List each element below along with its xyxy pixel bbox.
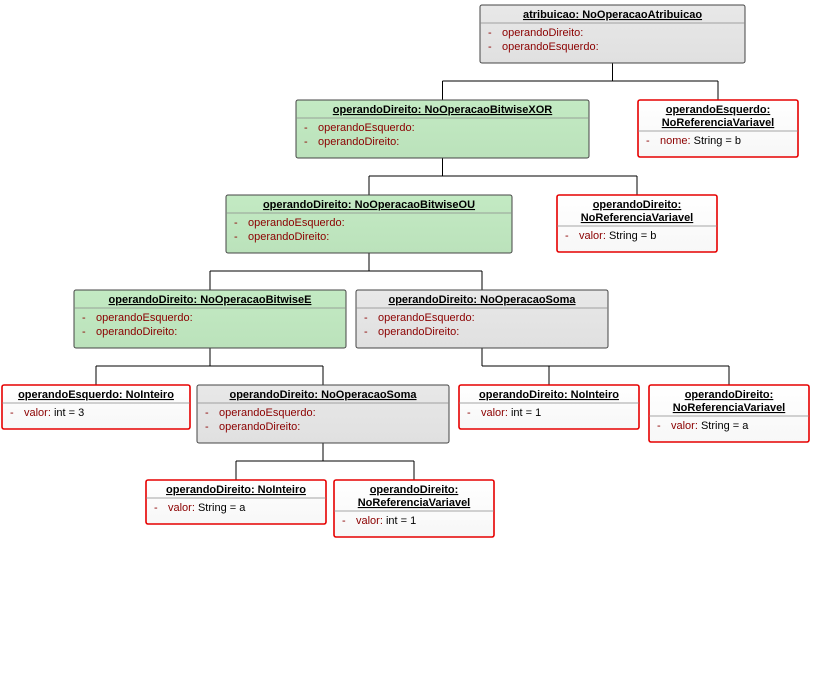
node-n11: operandoDireito:NoReferenciaVariavel-val… [649, 385, 809, 442]
node-n9: operandoDireito: NoOperacaoSoma -operando… [197, 385, 449, 443]
node-n3: operandoEsquerdo:NoReferenciaVariavel-no… [638, 100, 798, 157]
svg-text:operandoDireito: NoOperacaoBit: operandoDireito: NoOperacaoBitwiseE [109, 294, 312, 306]
svg-text:operandoDireito:: operandoDireito: [593, 199, 682, 211]
svg-text:operandoDireito:: operandoDireito: [685, 389, 774, 401]
svg-text:operandoDireito:: operandoDireito: [96, 326, 177, 338]
node-n8: operandoEsquerdo: NoInteiro-valor: int =… [2, 385, 190, 429]
node-n2: operandoDireito: NoOperacaoBitwiseXOR -op… [296, 100, 589, 158]
svg-text:-: - [154, 502, 158, 514]
svg-text:-: - [342, 515, 346, 527]
svg-text:-: - [234, 217, 238, 229]
svg-text:valor: String = a: valor: String = a [168, 502, 246, 514]
svg-text:valor: int = 1: valor: int = 1 [356, 515, 416, 527]
svg-text:operandoDireito: NoInteiro: operandoDireito: NoInteiro [479, 389, 619, 401]
svg-text:operandoDireito: NoOperacaoBit: operandoDireito: NoOperacaoBitwiseXOR [333, 104, 552, 116]
node-n13: operandoDireito:NoReferenciaVariavel-val… [334, 480, 494, 537]
svg-text:-: - [565, 230, 569, 242]
svg-text:operandoDireito:: operandoDireito: [219, 421, 300, 433]
svg-text:NoReferenciaVariavel: NoReferenciaVariavel [358, 497, 471, 509]
svg-text:operandoDireito:: operandoDireito: [378, 326, 459, 338]
svg-text:-: - [488, 27, 492, 39]
svg-text:-: - [10, 407, 14, 419]
svg-text:-: - [205, 421, 209, 433]
svg-text:operandoDireito:: operandoDireito: [248, 231, 329, 243]
node-n4: operandoDireito: NoOperacaoBitwiseOU -ope… [226, 195, 512, 253]
svg-text:operandoEsquerdo:: operandoEsquerdo: [96, 312, 193, 324]
svg-text:valor: int = 1: valor: int = 1 [481, 407, 541, 419]
svg-text:operandoDireito: NoOperacaoSom: operandoDireito: NoOperacaoSoma [388, 294, 576, 306]
svg-text:operandoEsquerdo:: operandoEsquerdo: [219, 407, 316, 419]
svg-text:operandoDireito: NoOperacaoSom: operandoDireito: NoOperacaoSoma [229, 389, 417, 401]
svg-text:operandoEsquerdo:: operandoEsquerdo: [248, 217, 345, 229]
svg-text:operandoEsquerdo:: operandoEsquerdo: [666, 104, 771, 116]
svg-text:atribuicao: NoOperacaoAtribuic: atribuicao: NoOperacaoAtribuicao [523, 9, 702, 21]
svg-text:NoReferenciaVariavel: NoReferenciaVariavel [662, 117, 775, 129]
svg-text:operandoEsquerdo: NoInteiro: operandoEsquerdo: NoInteiro [18, 389, 174, 401]
svg-text:operandoEsquerdo:: operandoEsquerdo: [502, 41, 599, 53]
svg-text:-: - [657, 420, 661, 432]
node-n6: operandoDireito: NoOperacaoBitwiseE -oper… [74, 290, 346, 348]
uml-tree-diagram: atribuicao: NoOperacaoAtribuicao-operand… [0, 0, 825, 560]
svg-text:valor: String = b: valor: String = b [579, 230, 656, 242]
svg-text:-: - [234, 231, 238, 243]
svg-text:-: - [304, 122, 308, 134]
svg-text:operandoEsquerdo:: operandoEsquerdo: [318, 122, 415, 134]
svg-text:-: - [364, 312, 368, 324]
node-n12: operandoDireito: NoInteiro-valor: String… [146, 480, 326, 524]
node-n7: operandoDireito: NoOperacaoSoma -operando… [356, 290, 608, 348]
svg-text:NoReferenciaVariavel: NoReferenciaVariavel [581, 212, 694, 224]
svg-text:operandoDireito: NoOperacaoBit: operandoDireito: NoOperacaoBitwiseOU [263, 199, 475, 211]
svg-text:operandoDireito:: operandoDireito: [502, 27, 583, 39]
svg-text:-: - [82, 326, 86, 338]
svg-text:-: - [82, 312, 86, 324]
svg-text:operandoDireito:: operandoDireito: [318, 136, 399, 148]
svg-text:-: - [646, 135, 650, 147]
node-n5: operandoDireito:NoReferenciaVariavel-val… [557, 195, 717, 252]
svg-text:-: - [205, 407, 209, 419]
svg-text:valor: int = 3: valor: int = 3 [24, 407, 84, 419]
svg-text:operandoDireito: NoInteiro: operandoDireito: NoInteiro [166, 484, 306, 496]
svg-text:nome: String = b: nome: String = b [660, 135, 741, 147]
node-n10: operandoDireito: NoInteiro-valor: int = … [459, 385, 639, 429]
svg-text:valor: String = a: valor: String = a [671, 420, 749, 432]
node-n1: atribuicao: NoOperacaoAtribuicao -operand… [480, 5, 745, 63]
svg-text:NoReferenciaVariavel: NoReferenciaVariavel [673, 402, 786, 414]
svg-text:-: - [364, 326, 368, 338]
svg-text:-: - [488, 41, 492, 53]
svg-text:-: - [304, 136, 308, 148]
svg-text:operandoEsquerdo:: operandoEsquerdo: [378, 312, 475, 324]
svg-text:-: - [467, 407, 471, 419]
svg-text:operandoDireito:: operandoDireito: [370, 484, 459, 496]
